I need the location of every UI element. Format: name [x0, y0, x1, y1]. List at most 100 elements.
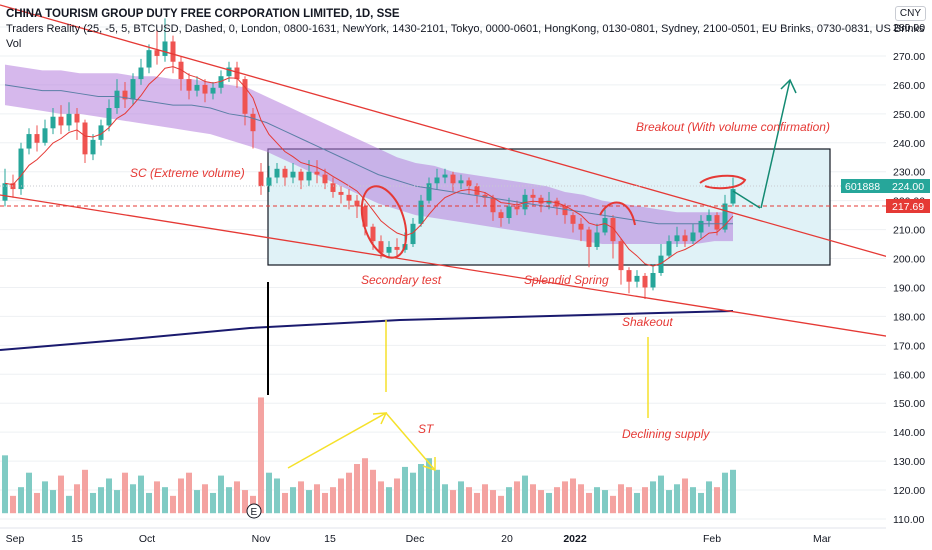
candle	[378, 235, 384, 259]
earnings-badge[interactable]: E	[246, 503, 262, 519]
volume-bar	[426, 458, 432, 514]
candle-body	[74, 113, 80, 123]
candle	[194, 76, 200, 97]
volume-bar	[274, 478, 280, 514]
candle-body	[442, 174, 448, 178]
candle-body	[394, 246, 400, 250]
volume-bar	[602, 490, 608, 514]
candle	[514, 200, 520, 216]
volume-bar	[34, 492, 40, 514]
price-tick-label: 200.00	[893, 254, 925, 266]
candle	[258, 163, 264, 195]
candle-body	[34, 134, 40, 143]
volume-bars	[2, 397, 736, 514]
price-axis[interactable]: 110.00 120.00 130.00 140.00 150.00 160.00 170.…	[886, 0, 932, 550]
volume-bar	[314, 484, 320, 514]
candle	[730, 177, 736, 207]
volume-bar	[98, 487, 104, 514]
candle-body	[194, 84, 200, 91]
candle-body	[482, 194, 488, 198]
volume-bar	[482, 484, 488, 514]
candle-body	[498, 212, 504, 219]
candle	[482, 191, 488, 207]
candle	[626, 267, 632, 294]
time-tick-label: Sep	[6, 533, 25, 545]
volume-bar	[362, 458, 368, 514]
candle-body	[730, 189, 736, 204]
breakout-circle	[699, 174, 747, 190]
volume-bar	[666, 490, 672, 514]
volume-bar	[642, 487, 648, 514]
candle-body	[610, 218, 616, 242]
candle	[426, 177, 432, 204]
volume-bar	[170, 495, 176, 514]
candle	[42, 119, 48, 146]
earnings-badge-circle	[246, 503, 262, 519]
candle	[570, 212, 576, 233]
candle-body	[618, 241, 624, 271]
volume-bar	[682, 478, 688, 514]
volume-bar	[586, 492, 592, 514]
candle-body	[514, 206, 520, 210]
candle	[498, 209, 504, 227]
candle	[122, 81, 128, 109]
candle	[666, 235, 672, 259]
candle	[538, 194, 544, 213]
volume-bar	[122, 472, 128, 514]
volume-bar	[154, 481, 160, 514]
volume-bar	[2, 455, 8, 514]
volume-bar	[114, 490, 120, 514]
candle-body	[282, 168, 288, 178]
candle-body	[650, 273, 656, 288]
candle-body	[178, 61, 184, 80]
volume-bar	[370, 469, 376, 514]
candle-body	[338, 191, 344, 195]
candle-body	[666, 241, 672, 256]
candle	[234, 61, 240, 88]
candle-body	[530, 194, 536, 198]
time-axis[interactable]: Sep 15 Oct Nov 15 Dec 20 2022 Feb Mar	[0, 527, 886, 545]
annotation-breakout: Breakout (With volume confirmation)	[636, 120, 830, 134]
candle-body	[306, 171, 312, 181]
candle-body	[538, 197, 544, 204]
candle	[346, 189, 352, 210]
candle	[490, 194, 496, 221]
volume-bar	[26, 472, 32, 514]
st-arrow-left	[287, 412, 387, 469]
volume-bar	[386, 487, 392, 514]
candle	[202, 79, 208, 103]
volume-bar	[658, 475, 664, 514]
candle	[26, 128, 32, 155]
candle-body	[570, 215, 576, 224]
candle	[274, 163, 280, 184]
time-tick-label: Oct	[139, 533, 155, 545]
ma-cloud	[5, 64, 733, 245]
volume-bar	[690, 487, 696, 514]
candle	[650, 264, 656, 291]
candle-body	[234, 67, 240, 80]
time-tick-label: 15	[71, 533, 83, 545]
time-tick-label: 20	[501, 533, 513, 545]
candle-body	[322, 174, 328, 184]
volume-bar	[530, 484, 536, 514]
candle-body	[354, 200, 360, 207]
candle-body	[658, 255, 664, 273]
volume-bar	[210, 492, 216, 514]
price-tick-label: 190.00	[893, 282, 925, 294]
candle	[594, 223, 600, 250]
volume-legend[interactable]: Vol	[6, 38, 22, 50]
annotation-declining-supply: Declining supply	[622, 427, 710, 441]
candle	[434, 168, 440, 190]
candle-body	[450, 174, 456, 184]
volume-bar	[10, 495, 16, 514]
indicator-legend[interactable]: Traders Reality (25, -5, 5, BTCUSD, Dash…	[6, 23, 925, 35]
volume-bar	[570, 478, 576, 514]
candle-body	[50, 116, 56, 129]
candle-body	[66, 113, 72, 126]
volume-bar	[282, 492, 288, 514]
currency-badge[interactable]: CNY	[894, 6, 926, 21]
candle-body	[586, 229, 592, 247]
candle-body	[626, 270, 632, 282]
price-tick-label: 270.00	[893, 51, 925, 63]
